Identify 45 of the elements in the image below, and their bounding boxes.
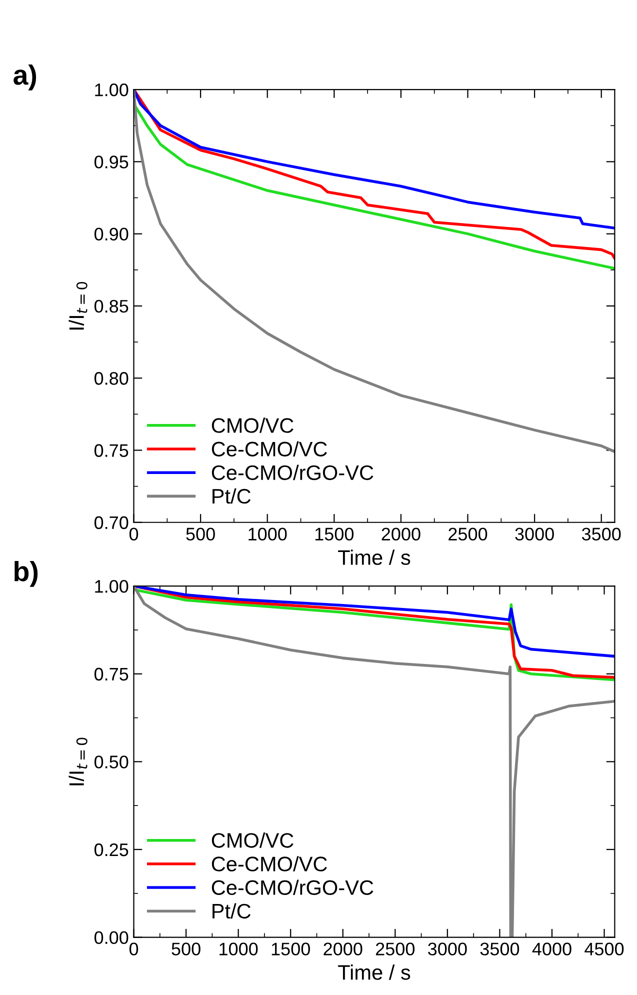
x-tick-label: 0 [129, 942, 138, 956]
x-tick-label: 500 [186, 528, 215, 540]
x-axis-title: Time / s [338, 964, 410, 980]
y-tick-label: 0.00 [94, 931, 128, 944]
y-tick-label: 1.00 [95, 580, 128, 593]
x-tick-label: 3000 [515, 528, 554, 540]
legend-label: Pt/C [212, 488, 251, 504]
x-tick-label: 2500 [448, 528, 488, 540]
line-series [134, 586, 615, 938]
y-tick-label: 0.80 [94, 372, 128, 385]
y-tick-label: 0.90 [94, 228, 128, 241]
y-tick-label: 0.75 [94, 444, 128, 457]
x-tick-label: 1000 [248, 528, 287, 540]
legend-label: Pt/C [212, 903, 251, 919]
x-tick-label: 2000 [382, 528, 420, 540]
x-tick-label: 4500 [584, 942, 624, 956]
legend-label: Ce-CMO/VC [212, 441, 327, 456]
y-axis-title: I/I$_{t=0}$ [68, 738, 88, 786]
legend-label: Ce-CMO/rGO-VC [212, 464, 374, 480]
legend-label: Ce-CMO/rGO-VC [212, 880, 374, 895]
x-tick-label: 1500 [272, 942, 310, 956]
x-tick-label: 4000 [532, 942, 572, 956]
x-tick-label: 3500 [582, 528, 621, 540]
x-tick-label: 3500 [480, 942, 520, 956]
x-axis-title: Time / s [338, 550, 410, 565]
x-tick-label: 500 [172, 942, 200, 956]
legend-label: CMO/VC [212, 832, 294, 848]
y-tick-label: 0.75 [94, 668, 128, 681]
y-tick-label: 0.70 [94, 516, 128, 530]
legend-label: CMO/VC [212, 418, 294, 433]
x-tick-label: 0 [129, 528, 138, 540]
y-tick-label: 0.85 [94, 300, 128, 313]
y-tick-label: 1.00 [95, 83, 128, 96]
y-tick-label: 0.95 [94, 156, 128, 168]
x-tick-label: 2500 [376, 942, 415, 956]
y-tick-label: 0.50 [94, 756, 128, 768]
y-axis-title: I/I$_{t=0}$ [68, 282, 88, 330]
chart-title: a) [14, 64, 36, 90]
legend-label: Ce-CMO/VC [212, 856, 327, 872]
x-tick-label: 3000 [428, 942, 467, 956]
x-tick-label: 1500 [315, 528, 354, 540]
x-tick-label: 1000 [220, 942, 258, 956]
x-tick-label: 2000 [324, 942, 362, 956]
y-tick-label: 0.25 [94, 843, 128, 856]
chart-title: b) [14, 560, 38, 587]
